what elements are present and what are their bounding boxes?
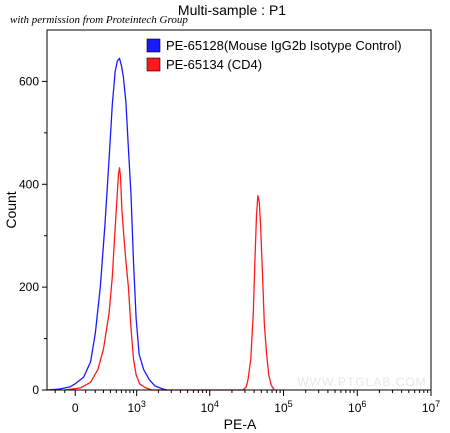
legend-label: PE-65134 (CD4) <box>166 57 262 72</box>
x-tick-label: 0 <box>72 401 79 415</box>
plot-frame <box>46 29 432 391</box>
y-axis-label: Count <box>3 191 19 228</box>
series-line-2 <box>64 167 275 391</box>
x-tick-label: 104 <box>201 399 219 415</box>
legend-label: PE-65128(Mouse IgG2b Isotype Control) <box>166 38 402 53</box>
permission-note: with permission from Proteintech Group <box>10 14 188 26</box>
x-tick-label: 106 <box>348 399 366 415</box>
legend: PE-65128(Mouse IgG2b Isotype Control) PE-… <box>146 38 402 72</box>
y-tick-label: 0 <box>32 383 39 397</box>
legend-swatch <box>146 57 161 72</box>
series-line-1 <box>46 57 167 391</box>
y-tick-label: 400 <box>19 177 39 191</box>
x-axis-label: PE-A <box>224 416 257 432</box>
x-tick-label: 103 <box>128 399 146 415</box>
plot-area <box>46 57 275 391</box>
legend-swatch <box>146 38 161 53</box>
x-tick-label: 107 <box>422 399 440 415</box>
chart-title: Multi-sample : P1 <box>178 2 286 18</box>
axes: 0 200 400 600 0 103 104 105 106 107 <box>19 74 440 415</box>
y-tick-label: 600 <box>19 74 39 88</box>
x-tick-label: 105 <box>274 399 292 415</box>
watermark: WWW.PTGLAB.COM <box>297 375 426 389</box>
y-tick-label: 200 <box>19 280 39 294</box>
